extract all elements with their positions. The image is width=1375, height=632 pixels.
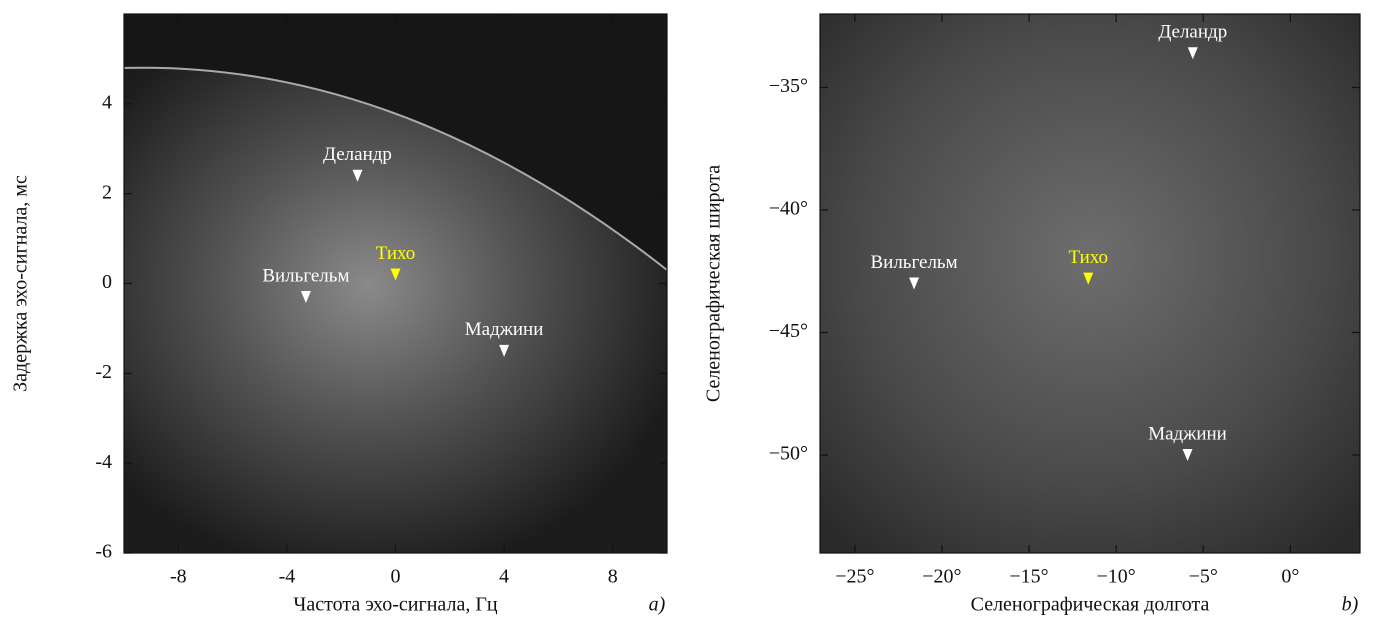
x-axis-label: Частота эхо-сигнала, Гц — [293, 594, 497, 616]
annotation-label: Деландр — [1158, 22, 1227, 43]
y-tick-label: −45° — [769, 320, 808, 342]
x-tick-label: 0° — [1281, 566, 1299, 588]
annotation-label: Вильгельм — [262, 265, 349, 286]
figure: -8-4048-6-4-2024Частота эхо-сигнала, Гцa… — [0, 0, 1375, 632]
y-tick-label: 2 — [102, 181, 112, 203]
annotation-label: Тихо — [1068, 247, 1108, 268]
y-tick-label: -2 — [95, 361, 112, 383]
panel-label: b) — [1342, 594, 1359, 616]
annotation-label: Вильгельм — [870, 252, 957, 273]
y-tick-label: 4 — [102, 91, 112, 113]
radar-image-a — [124, 14, 667, 553]
annotation-label: Тихо — [376, 243, 416, 264]
radar-image-b — [820, 14, 1360, 553]
x-tick-label: −5° — [1189, 566, 1218, 588]
x-axis-label: Селенографическая долгота — [971, 594, 1210, 616]
x-tick-label: −20° — [922, 566, 961, 588]
y-axis-label: Задержка эхо-сигнала, мс — [10, 175, 32, 392]
x-tick-label: -8 — [170, 566, 187, 588]
y-tick-label: −35° — [769, 75, 808, 97]
y-axis-label: Селенографическая широта — [703, 165, 725, 402]
x-tick-label: 0 — [391, 566, 401, 588]
panel-label: a) — [649, 594, 666, 616]
x-tick-label: −15° — [1009, 566, 1048, 588]
annotation-label: Маджини — [1148, 423, 1227, 444]
x-tick-label: −25° — [835, 566, 874, 588]
annotation-label: Маджини — [465, 319, 544, 340]
y-tick-label: 0 — [102, 271, 112, 293]
x-tick-label: -4 — [279, 566, 296, 588]
annotation-label: Деландр — [323, 144, 392, 165]
y-tick-label: −40° — [769, 198, 808, 220]
y-tick-label: -6 — [95, 541, 112, 563]
y-tick-label: -4 — [95, 451, 112, 473]
x-tick-label: 4 — [499, 566, 509, 588]
x-tick-label: 8 — [608, 566, 618, 588]
x-tick-label: −10° — [1096, 566, 1135, 588]
y-tick-label: −50° — [769, 443, 808, 465]
